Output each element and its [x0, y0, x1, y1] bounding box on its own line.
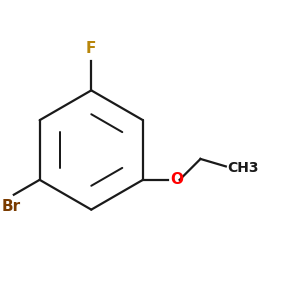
Text: Br: Br	[1, 199, 20, 214]
Text: F: F	[86, 41, 97, 56]
Text: O: O	[170, 172, 183, 187]
Text: CH3: CH3	[227, 161, 259, 175]
